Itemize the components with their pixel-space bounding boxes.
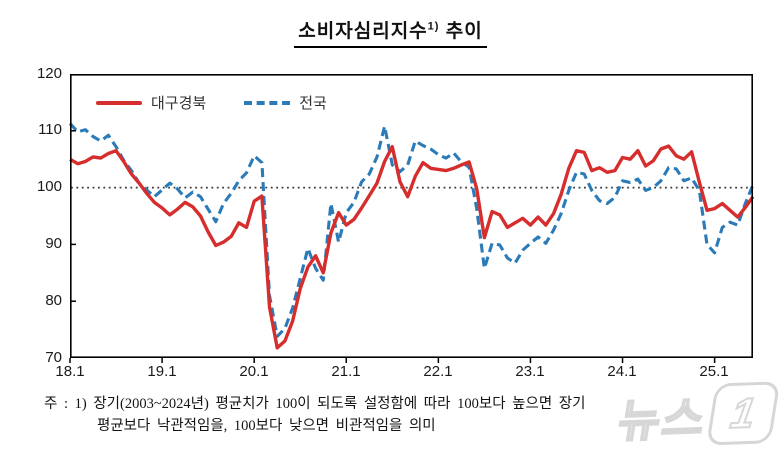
y-tick-label: 120 bbox=[36, 65, 62, 82]
solid-line-swatch-icon bbox=[96, 100, 142, 105]
x-tick-label: 25.1 bbox=[699, 363, 729, 380]
title-tail: 추이 bbox=[439, 21, 483, 42]
legend: 대구경북 전국 bbox=[96, 92, 327, 113]
footnote-line-2: 평균보다 낙관적임을, 100보다 낮으면 비관적임을 의미 bbox=[97, 417, 436, 434]
x-tick-label: 21.1 bbox=[331, 363, 361, 380]
x-tick-label: 20.1 bbox=[239, 363, 269, 380]
title-footnote-marker: 1) bbox=[427, 20, 440, 33]
legend-label: 전국 bbox=[299, 95, 327, 112]
footnote-line-1: 주 : 1) 장기(2003~2024년) 평균치가 100이 되도록 설정함에… bbox=[44, 396, 586, 412]
y-tick-label: 80 bbox=[45, 292, 62, 309]
x-tick-label: 18.1 bbox=[55, 363, 85, 380]
y-tick-label: 70 bbox=[45, 349, 62, 366]
title-wrap: 소비자심리지수1) 추이 bbox=[0, 16, 781, 48]
y-tick-label: 90 bbox=[45, 235, 62, 252]
page-title: 소비자심리지수1) 추이 bbox=[294, 16, 487, 48]
footnote: 주 : 1) 장기(2003~2024년) 평균치가 100이 되도록 설정함에… bbox=[44, 394, 754, 437]
x-tick-label: 24.1 bbox=[607, 363, 637, 380]
x-tick-label: 22.1 bbox=[423, 363, 453, 380]
x-tick-label: 23.1 bbox=[515, 363, 545, 380]
x-tick-label: 19.1 bbox=[147, 363, 177, 380]
legend-item-daegu: 대구경북 bbox=[96, 92, 206, 113]
dashed-line-swatch-icon bbox=[244, 100, 291, 105]
line-chart-plot-area bbox=[68, 74, 755, 363]
legend-item-national: 전국 bbox=[244, 92, 327, 113]
title-main: 소비자심리지수 bbox=[298, 21, 428, 42]
y-tick-label: 110 bbox=[38, 121, 62, 138]
legend-label: 대구경북 bbox=[151, 95, 207, 112]
y-tick-label: 100 bbox=[36, 178, 62, 195]
